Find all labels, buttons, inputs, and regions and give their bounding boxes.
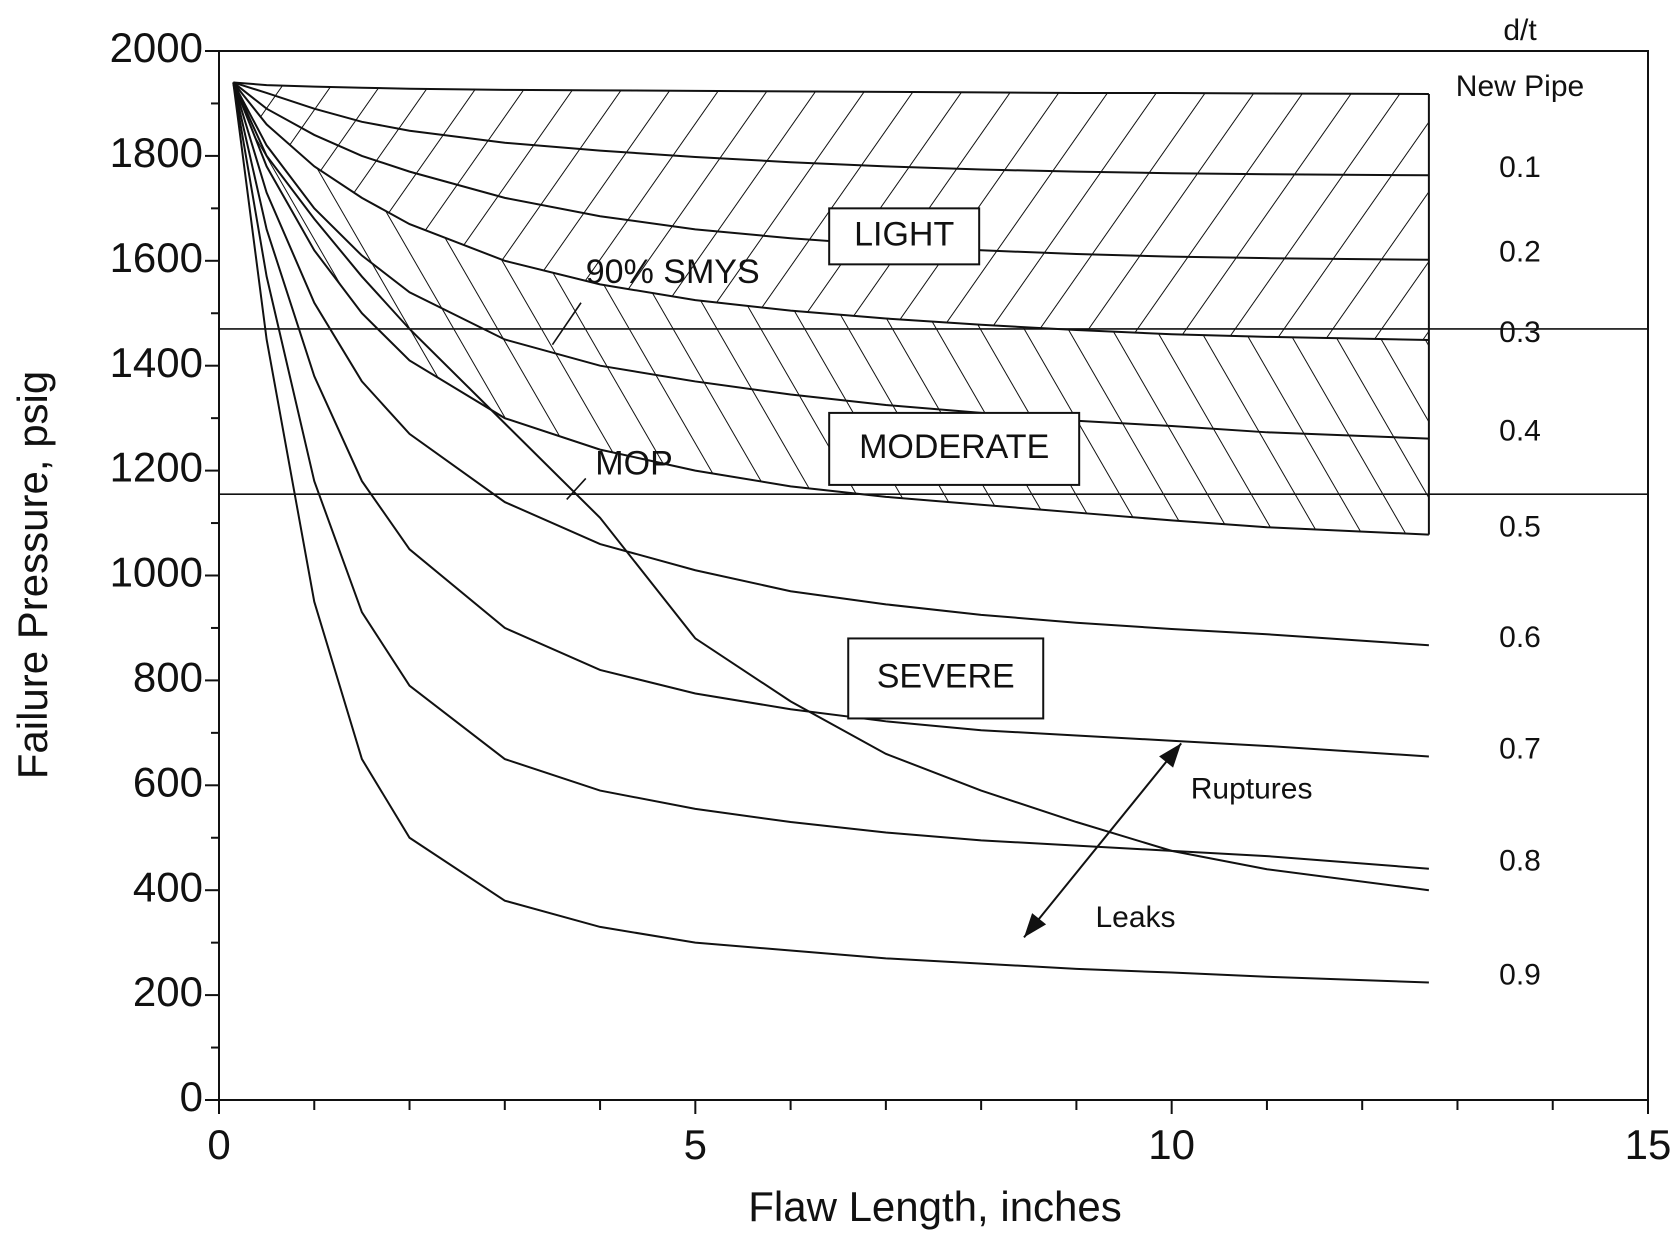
arrow-shaft xyxy=(1023,742,1182,939)
region-label: MODERATE xyxy=(859,428,1049,466)
y-tick-label: 400 xyxy=(133,863,203,910)
y-tick-label: 2000 xyxy=(110,24,203,71)
curve xyxy=(232,82,1429,984)
curve xyxy=(232,81,1429,341)
y-tick-label: 1600 xyxy=(110,234,203,281)
series-label: 0.6 xyxy=(1499,621,1541,654)
curve xyxy=(232,82,1429,870)
y-tick-label: 1400 xyxy=(110,339,203,386)
x-tick-label: 5 xyxy=(684,1121,707,1168)
y-tick-label: 800 xyxy=(133,653,203,700)
series-label: 0.7 xyxy=(1499,732,1541,765)
curve xyxy=(233,81,1429,96)
series-label: 0.5 xyxy=(1499,511,1541,544)
region-box xyxy=(828,411,1081,486)
series-label: New Pipe xyxy=(1456,70,1584,103)
series-label: 0.1 xyxy=(1499,151,1541,184)
reference-pointer xyxy=(566,477,587,500)
x-tick-label: 0 xyxy=(207,1121,230,1168)
legend-title: d/t xyxy=(1503,14,1537,47)
curve xyxy=(232,82,1429,647)
region-box xyxy=(828,207,981,266)
x-axis-title: Flaw Length, inches xyxy=(748,1183,1122,1230)
arrow-label: Ruptures xyxy=(1191,772,1313,805)
curve xyxy=(232,82,1429,536)
region-label: SEVERE xyxy=(877,657,1015,695)
arrow-head xyxy=(1024,913,1047,938)
series-label: 0.9 xyxy=(1499,958,1541,991)
x-tick-label: 10 xyxy=(1148,1121,1195,1168)
y-tick-label: 600 xyxy=(133,758,203,805)
series-label: 0.3 xyxy=(1499,316,1541,349)
series-label: 0.4 xyxy=(1499,415,1541,448)
curve xyxy=(232,82,1429,758)
y-tick-label: 1000 xyxy=(110,549,203,596)
series-label: 0.8 xyxy=(1499,845,1541,878)
reference-label: 90% SMYS xyxy=(586,253,760,291)
y-axis-title: Failure Pressure, psig xyxy=(9,371,56,780)
moderate-region xyxy=(233,82,1429,535)
region-box xyxy=(847,637,1045,720)
leak-rupture-boundary xyxy=(232,82,1430,892)
series-label: 0.2 xyxy=(1499,236,1541,269)
curve xyxy=(232,82,1429,440)
region-label: LIGHT xyxy=(854,215,954,253)
y-tick-label: 1200 xyxy=(110,444,203,491)
y-tick-label: 200 xyxy=(133,968,203,1015)
arrow-label: Leaks xyxy=(1095,901,1175,934)
arrow-head xyxy=(1159,743,1182,768)
y-tick-label: 0 xyxy=(180,1073,203,1120)
curve xyxy=(232,81,1429,261)
y-tick-label: 1800 xyxy=(110,129,203,176)
curve xyxy=(232,81,1429,177)
x-tick-label: 15 xyxy=(1625,1121,1672,1168)
reference-pointer xyxy=(551,302,582,346)
